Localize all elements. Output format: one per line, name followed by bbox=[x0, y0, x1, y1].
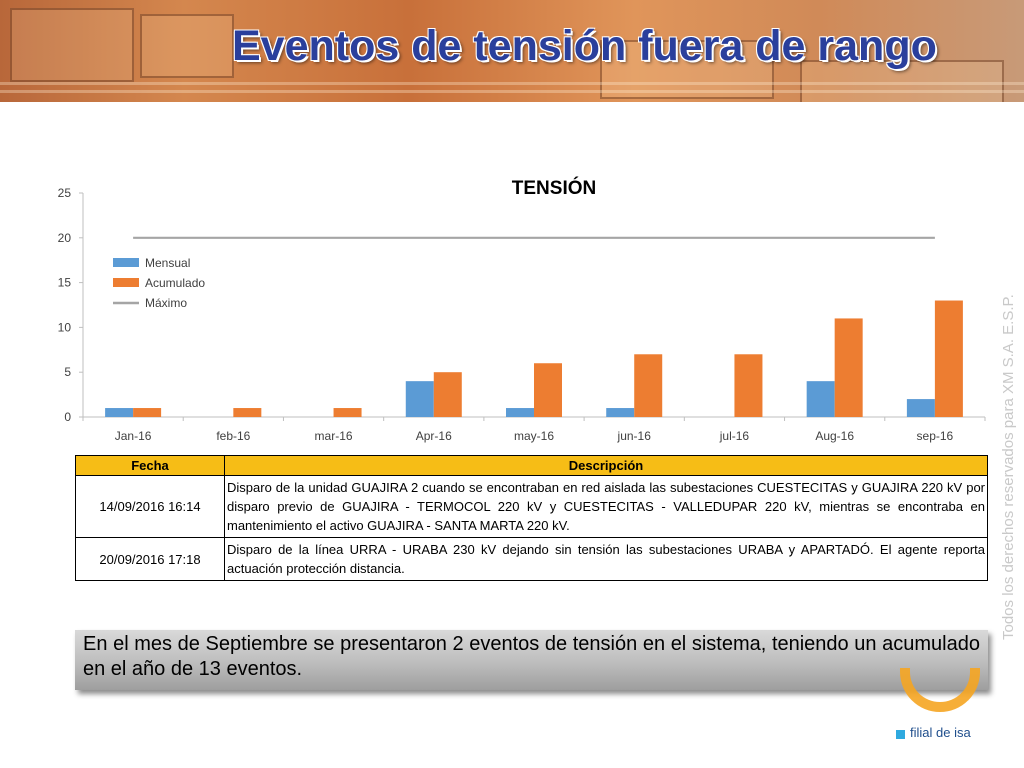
legend-swatch bbox=[113, 258, 139, 267]
bar-acumulado bbox=[433, 372, 462, 417]
bar-acumulado bbox=[534, 363, 562, 417]
y-tick-label: 5 bbox=[64, 365, 71, 379]
page-title: Eventos de tensión fuera de rango bbox=[232, 22, 937, 70]
x-tick-label: sep-16 bbox=[917, 429, 954, 443]
x-tick-label: Apr-16 bbox=[416, 429, 452, 443]
x-tick-label: may-16 bbox=[514, 429, 554, 443]
x-tick-label: mar-16 bbox=[315, 429, 353, 443]
x-tick-label: jun-16 bbox=[617, 429, 652, 443]
event-date: 20/09/2016 17:18 bbox=[75, 537, 225, 581]
bar-acumulado bbox=[233, 408, 262, 417]
bar-mensual bbox=[806, 381, 835, 417]
bar-mensual bbox=[105, 408, 134, 417]
y-tick-label: 10 bbox=[58, 320, 72, 334]
event-description: Disparo de la línea URRA - URABA 230 kV … bbox=[224, 537, 988, 581]
x-tick-label: Jan-16 bbox=[115, 429, 152, 443]
legend-label: Acumulado bbox=[145, 276, 205, 290]
logo-tagline: filial de isa bbox=[910, 725, 971, 740]
bar-mensual bbox=[506, 408, 534, 417]
legend-label: Mensual bbox=[145, 256, 190, 270]
tension-chart: TENSIÓN 0 5 10 15 20 25 Jan-16 feb-16 mar-16 Apr-1… bbox=[40, 160, 990, 450]
chart-svg: TENSIÓN 0 5 10 15 20 25 Jan-16 feb-16 mar-16 Apr-1… bbox=[58, 177, 986, 443]
bar-acumulado bbox=[934, 300, 963, 417]
header-banner: Eventos de tensión fuera de rango bbox=[0, 0, 1024, 102]
chart-title: TENSIÓN bbox=[512, 177, 596, 199]
y-tick-label: 20 bbox=[58, 231, 72, 245]
bar-acumulado bbox=[333, 408, 362, 417]
summary-box: En el mes de Septiembre se presentaron 2… bbox=[75, 630, 988, 690]
bar-mensual bbox=[405, 381, 434, 417]
x-tick-label: feb-16 bbox=[216, 429, 250, 443]
logo-swoosh-icon bbox=[900, 668, 980, 712]
bar-acumulado bbox=[634, 354, 663, 417]
event-description: Disparo de la unidad GUAJIRA 2 cuando se… bbox=[224, 475, 988, 538]
table-header-row: Fecha Descripción bbox=[75, 455, 988, 476]
legend-swatch bbox=[113, 278, 139, 287]
col-header-description: Descripción bbox=[224, 455, 988, 476]
bar-acumulado bbox=[834, 318, 863, 417]
y-tick-label: 25 bbox=[58, 186, 72, 200]
table-row: 14/09/2016 16:14 Disparo de la unidad GU… bbox=[75, 475, 988, 538]
events-table: Fecha Descripción 14/09/2016 16:14 Dispa… bbox=[75, 455, 988, 581]
copyright-watermark: Todos los derechos reservados para XM S.… bbox=[1000, 294, 1017, 640]
col-header-date: Fecha bbox=[75, 455, 225, 476]
table-row: 20/09/2016 17:18 Disparo de la línea URR… bbox=[75, 537, 988, 581]
logo-square-icon bbox=[896, 730, 905, 739]
event-date: 14/09/2016 16:14 bbox=[75, 475, 225, 538]
y-tick-label: 15 bbox=[58, 276, 72, 290]
bar-mensual bbox=[906, 399, 935, 417]
bar-acumulado bbox=[734, 354, 763, 417]
x-tick-label: jul-16 bbox=[719, 429, 750, 443]
bar-mensual bbox=[606, 408, 635, 417]
x-tick-label: Aug-16 bbox=[815, 429, 854, 443]
legend-label: Máximo bbox=[145, 296, 187, 310]
bar-acumulado bbox=[133, 408, 162, 417]
y-tick-label: 0 bbox=[64, 410, 71, 424]
xm-logo: filial de isa bbox=[888, 668, 988, 748]
